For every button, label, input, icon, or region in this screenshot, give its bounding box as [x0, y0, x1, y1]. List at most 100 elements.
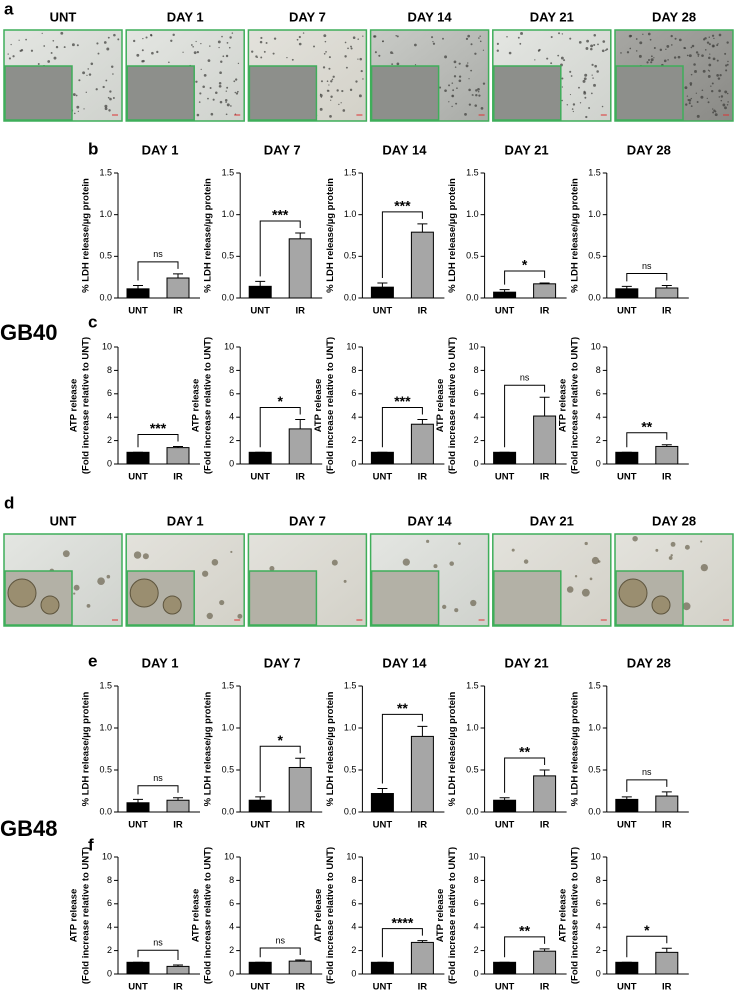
cell-speck — [319, 93, 322, 96]
cell-speck — [458, 542, 461, 545]
cell-speck — [695, 51, 699, 54]
y-tick-label: 4 — [229, 922, 234, 932]
bar — [493, 291, 517, 299]
cell-speck — [233, 80, 236, 83]
cell-speck — [468, 103, 472, 106]
cell-speck — [458, 62, 461, 65]
cell-speck — [207, 97, 209, 100]
cell-speck — [374, 51, 377, 54]
error-bar — [539, 769, 550, 776]
significance-label: ns — [520, 373, 530, 383]
x-tick-label: UNT — [250, 472, 270, 483]
cell-speck — [689, 84, 692, 86]
y-tick-label: 1.5 — [222, 167, 235, 177]
cell-speck — [433, 564, 438, 569]
cell-speck — [720, 95, 724, 98]
significance-bracket — [504, 757, 546, 793]
cell-speck — [655, 548, 659, 552]
cell-speck — [145, 36, 148, 39]
y-tick-label: 0.0 — [588, 292, 601, 302]
y-tick-label: 1.0 — [344, 209, 357, 219]
error-bar — [295, 419, 306, 429]
y-tick-label: 0.5 — [99, 251, 112, 261]
cell-speck — [453, 60, 457, 64]
chart-title: DAY 1 — [142, 142, 179, 157]
cell-speck — [237, 613, 243, 619]
cell-speck — [328, 56, 331, 59]
y-tick-label: 0.0 — [344, 806, 357, 816]
chart-title: DAY 14 — [382, 142, 427, 157]
cell-speck — [323, 52, 326, 55]
cell-speck — [707, 75, 711, 78]
bar — [166, 799, 190, 813]
cell-speck — [670, 34, 673, 38]
image-title: DAY 21 — [530, 513, 574, 528]
cell-speck — [414, 64, 417, 66]
bar — [288, 960, 312, 975]
cell-speck — [209, 45, 211, 47]
cell-speck — [141, 49, 144, 52]
y-axis-label: (Fold increase relative to UNT) — [325, 847, 336, 984]
cell-speck — [581, 588, 590, 597]
y-tick-label: 2 — [474, 945, 479, 955]
x-tick-label: IR — [295, 306, 305, 317]
bar — [533, 775, 557, 813]
y-axis-label: ATP release — [313, 379, 324, 433]
cell-speck — [589, 577, 593, 581]
cell-speck — [109, 97, 112, 101]
cell-speck — [465, 37, 469, 41]
significance-bracket — [381, 407, 423, 448]
cell-speck — [230, 105, 232, 107]
error-bar — [417, 940, 428, 943]
y-axis-label: % LDH release/µg protein — [81, 178, 92, 293]
cell-speck — [362, 35, 364, 37]
y-tick-label: 0 — [107, 968, 112, 978]
cell-speck — [694, 70, 697, 73]
y-axis-label: ATP release — [435, 379, 446, 433]
cell-speck — [646, 61, 649, 64]
bar — [615, 961, 639, 975]
y-tick-label: 0 — [474, 968, 479, 978]
cell-speck — [496, 42, 499, 45]
cell-speck — [690, 73, 693, 76]
cell-speck — [682, 602, 691, 611]
cell-speck — [60, 31, 64, 35]
cell-speck — [693, 63, 696, 66]
cell-speck — [725, 69, 728, 72]
cell-speck — [90, 62, 94, 66]
cell-speck — [718, 33, 722, 37]
cell-speck — [689, 82, 693, 85]
cell-speck — [649, 38, 652, 41]
y-tick-label: 4 — [596, 412, 601, 422]
cell-speck — [590, 44, 594, 48]
cell-speck — [298, 42, 302, 46]
cell-speck — [684, 544, 690, 550]
cell-speck — [629, 47, 632, 50]
chart-title: DAY 7 — [264, 655, 301, 670]
cell-speck — [442, 604, 447, 610]
y-tick-label: 8 — [351, 365, 356, 375]
cell-speck — [691, 44, 695, 48]
cell-speck — [724, 52, 727, 55]
image-title: UNT — [50, 513, 77, 528]
y-tick-label: 0 — [596, 968, 601, 978]
y-tick-label: 1.0 — [588, 722, 601, 732]
cell-speck — [19, 49, 22, 53]
cell-speck — [479, 40, 482, 43]
y-tick-label: 4 — [351, 412, 356, 422]
cell-speck — [663, 59, 667, 63]
cell-speck — [212, 98, 215, 101]
cell-speck — [720, 99, 723, 102]
chart-title: DAY 28 — [627, 142, 671, 157]
cell-speck — [202, 85, 205, 89]
error-bar — [377, 282, 388, 288]
cell-speck — [113, 33, 116, 37]
x-tick-label: UNT — [128, 306, 148, 317]
cell-speck — [717, 77, 721, 80]
cell-speck — [709, 53, 711, 55]
cell-speck — [259, 40, 263, 44]
error-bar — [417, 223, 428, 233]
significance-bracket — [381, 928, 423, 958]
x-tick-label: IR — [662, 820, 672, 831]
